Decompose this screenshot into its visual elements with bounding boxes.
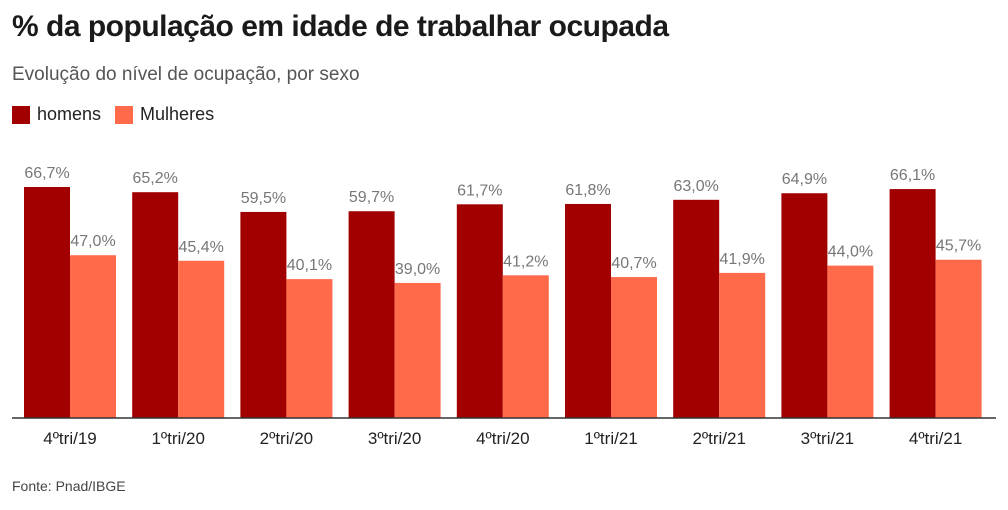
legend: homens Mulheres <box>12 104 228 125</box>
data-label-homens: 63,0% <box>674 178 719 195</box>
data-label-mulheres: 45,7% <box>936 238 981 255</box>
bar-homens <box>240 211 287 418</box>
legend-label-mulheres: Mulheres <box>140 104 215 124</box>
data-label-homens: 59,7% <box>349 189 394 206</box>
legend-item-mulheres: Mulheres <box>115 104 214 125</box>
legend-item-homens: homens <box>12 104 101 125</box>
data-label-homens: 61,7% <box>457 182 502 199</box>
data-label-mulheres: 41,9% <box>720 251 765 268</box>
data-label-mulheres: 45,4% <box>179 239 224 256</box>
bar-homens <box>673 199 720 418</box>
data-label-mulheres: 44,0% <box>828 244 873 261</box>
bar-homens <box>24 187 70 418</box>
source-note: Fonte: Pnad/IBGE <box>12 478 126 494</box>
bar-mulheres <box>394 282 441 418</box>
x-tick-label: 4ºtri/19 <box>43 429 96 448</box>
data-label-mulheres: 40,7% <box>611 255 656 272</box>
bar-homens <box>565 203 611 418</box>
legend-swatch-homens <box>12 105 30 124</box>
x-tick-label: 1ºtri/21 <box>584 429 637 448</box>
chart-subtitle: Evolução do nível de ocupação, por sexo <box>12 64 360 85</box>
x-tick-label: 1ºtri/20 <box>151 429 204 448</box>
x-tick-label: 3ºtri/20 <box>368 429 421 448</box>
data-label-homens: 66,1% <box>890 167 935 184</box>
bar-mulheres <box>70 255 116 418</box>
data-label-mulheres: 40,1% <box>287 257 332 274</box>
x-tick-label: 4ºtri/20 <box>476 429 529 448</box>
bar-mulheres <box>719 272 766 418</box>
bar-homens <box>781 193 828 418</box>
bar-homens <box>456 204 503 418</box>
bar-mulheres <box>502 275 549 418</box>
legend-swatch-mulheres <box>115 105 134 124</box>
data-label-mulheres: 41,2% <box>503 253 548 270</box>
x-tick-label: 4ºtri/21 <box>909 429 962 448</box>
bar-homens <box>132 192 179 418</box>
data-label-homens: 64,9% <box>782 171 827 188</box>
data-label-homens: 59,5% <box>241 190 286 207</box>
x-tick-label: 3ºtri/21 <box>801 429 854 448</box>
x-tick-label: 2ºtri/20 <box>260 429 313 448</box>
x-tick-label: 2ºtri/21 <box>692 429 745 448</box>
bar-mulheres <box>286 279 333 418</box>
data-label-homens: 66,7% <box>24 165 69 182</box>
bar-mulheres <box>827 265 874 418</box>
legend-label-homens: homens <box>37 104 102 124</box>
bar-homens <box>889 189 936 418</box>
bar-mulheres <box>178 260 225 418</box>
data-label-mulheres: 39,0% <box>395 261 440 278</box>
chart-title: % da população em idade de trabalhar ocu… <box>12 10 669 43</box>
bar-mulheres <box>611 277 657 418</box>
data-label-mulheres: 47,0% <box>70 233 115 250</box>
bar-homens <box>348 211 395 418</box>
data-label-homens: 65,2% <box>133 170 178 187</box>
data-label-homens: 61,8% <box>565 182 610 199</box>
bar-mulheres <box>935 259 982 418</box>
